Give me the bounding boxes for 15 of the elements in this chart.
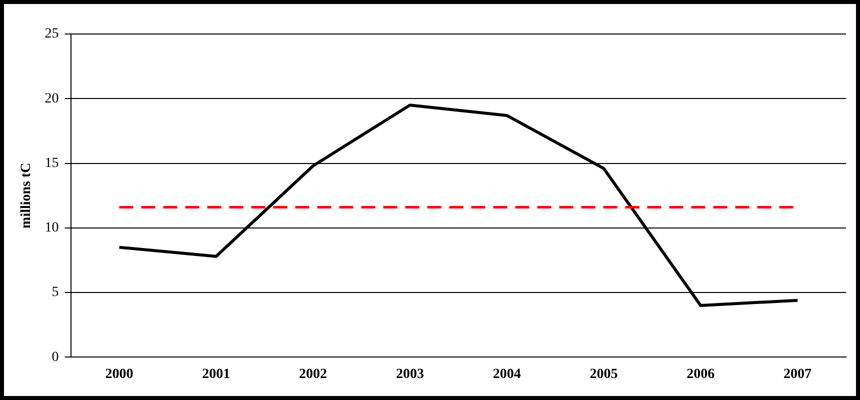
y-tick-label: 15 <box>44 156 59 171</box>
x-tick-label: 2001 <box>202 367 230 382</box>
y-tick-label: 10 <box>44 220 59 236</box>
x-tick-label: 2005 <box>590 367 618 382</box>
x-tick-label: 2002 <box>299 367 328 382</box>
y-tick-label: 20 <box>44 91 59 106</box>
x-tick-label: 2003 <box>396 367 424 382</box>
x-tick-label: 2007 <box>784 367 812 382</box>
y-tick-label: 25 <box>44 26 59 42</box>
y-axis-title: millions tC <box>19 162 34 228</box>
y-tick-label: 0 <box>52 350 59 365</box>
y-tick-label: 5 <box>52 285 59 300</box>
x-tick-label: 2000 <box>105 367 134 382</box>
x-tick-label: 2006 <box>686 367 715 382</box>
x-tick-label: 2004 <box>492 367 521 382</box>
